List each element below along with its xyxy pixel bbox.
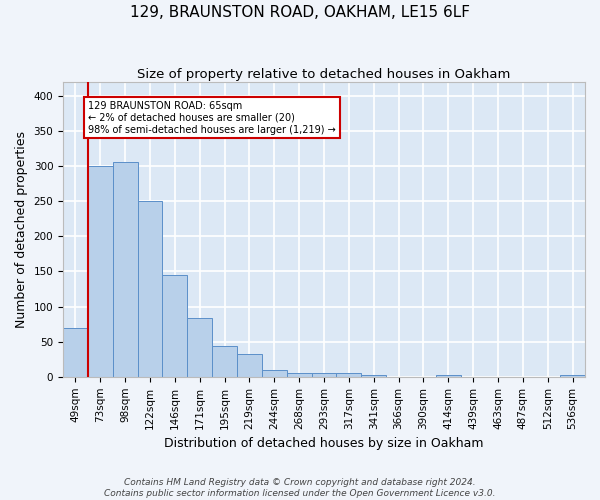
Bar — [88, 166, 113, 377]
Title: Size of property relative to detached houses in Oakham: Size of property relative to detached ho… — [137, 68, 511, 80]
Bar — [163, 275, 187, 377]
Text: 129 BRAUNSTON ROAD: 65sqm
← 2% of detached houses are smaller (20)
98% of semi-d: 129 BRAUNSTON ROAD: 65sqm ← 2% of detach… — [88, 102, 336, 134]
Bar — [287, 374, 311, 377]
Bar — [63, 328, 88, 377]
Bar — [311, 374, 337, 377]
Bar — [361, 376, 386, 377]
X-axis label: Distribution of detached houses by size in Oakham: Distribution of detached houses by size … — [164, 437, 484, 450]
Text: Contains HM Land Registry data © Crown copyright and database right 2024.
Contai: Contains HM Land Registry data © Crown c… — [104, 478, 496, 498]
Bar — [560, 374, 585, 377]
Text: 129, BRAUNSTON ROAD, OAKHAM, LE15 6LF: 129, BRAUNSTON ROAD, OAKHAM, LE15 6LF — [130, 5, 470, 20]
Bar — [113, 162, 137, 377]
Bar — [436, 374, 461, 377]
Y-axis label: Number of detached properties: Number of detached properties — [15, 130, 28, 328]
Bar — [337, 374, 361, 377]
Bar — [262, 370, 287, 377]
Bar — [137, 201, 163, 377]
Bar — [187, 318, 212, 377]
Bar — [212, 346, 237, 377]
Bar — [237, 354, 262, 377]
